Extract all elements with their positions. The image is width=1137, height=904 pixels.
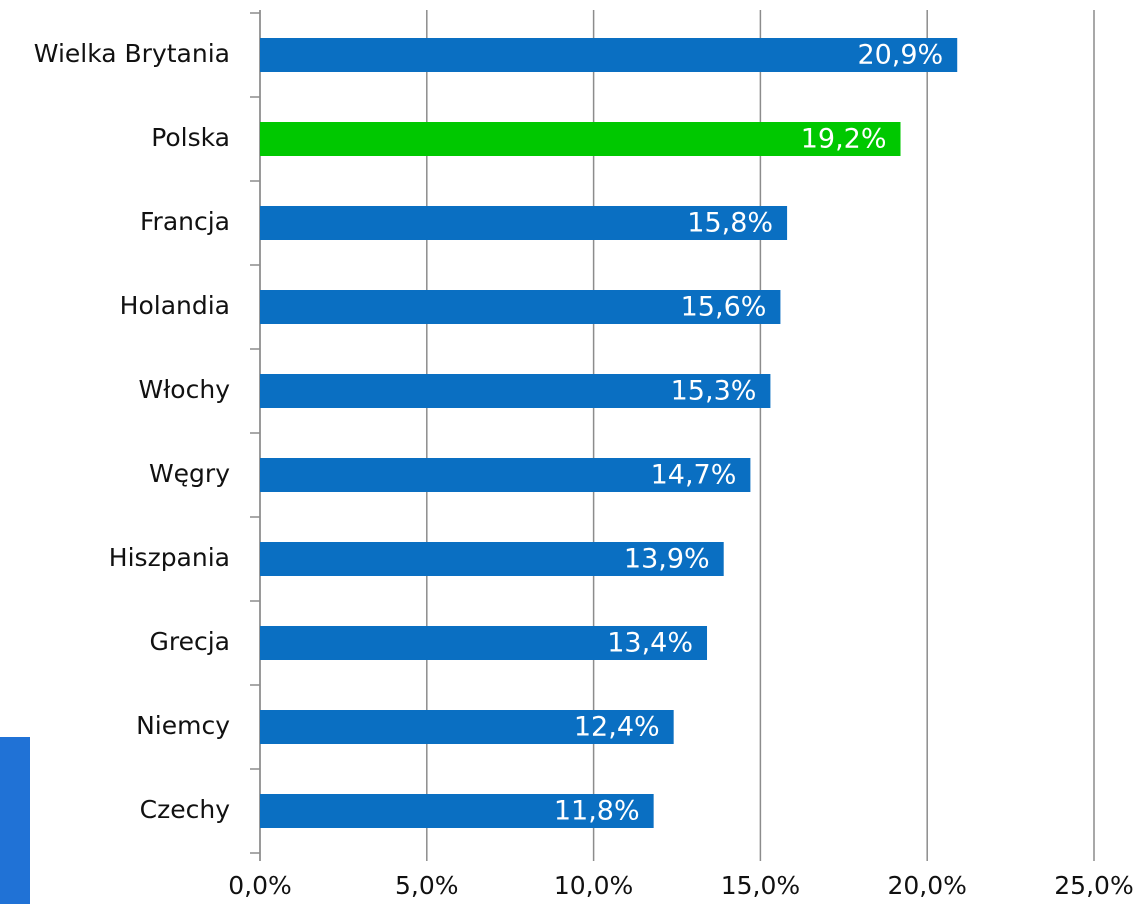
bar [260,794,654,828]
bar [260,710,674,744]
bar [260,374,771,408]
data-label: 15,6% [681,292,767,323]
y-tick-label: Grecja [150,627,231,656]
data-label: 12,4% [574,712,660,743]
data-label: 13,9% [624,544,710,575]
data-label: 20,9% [857,40,943,71]
decoration [0,737,30,904]
x-tick-label: 5,0% [395,871,459,900]
y-tick-label: Włochy [138,375,230,404]
data-label: 19,2% [801,124,887,155]
bar [260,542,724,576]
y-tick-label: Czechy [140,795,231,824]
y-tick-label: Węgry [149,459,230,488]
bar [260,122,901,156]
x-tick-label: 15,0% [721,871,800,900]
y-tick-label: Wielka Brytania [34,39,230,68]
data-label: 15,3% [671,376,757,407]
bar [260,458,751,492]
x-tick-label: 10,0% [554,871,633,900]
bar [260,38,958,72]
data-label: 14,7% [651,460,737,491]
y-tick-label: Francja [140,207,230,236]
y-tick-label: Polska [151,123,230,152]
x-tick-label: 25,0% [1054,871,1133,900]
bar [260,290,781,324]
data-label: 13,4% [607,628,693,659]
bar [260,206,788,240]
data-label: 11,8% [554,796,640,827]
bar [260,626,708,660]
y-tick-label: Niemcy [136,711,230,740]
x-tick-label: 0,0% [228,871,292,900]
y-tick-label: Holandia [120,291,230,320]
x-tick-label: 20,0% [887,871,966,900]
data-label: 15,8% [687,208,773,239]
y-tick-label: Hiszpania [109,543,230,572]
